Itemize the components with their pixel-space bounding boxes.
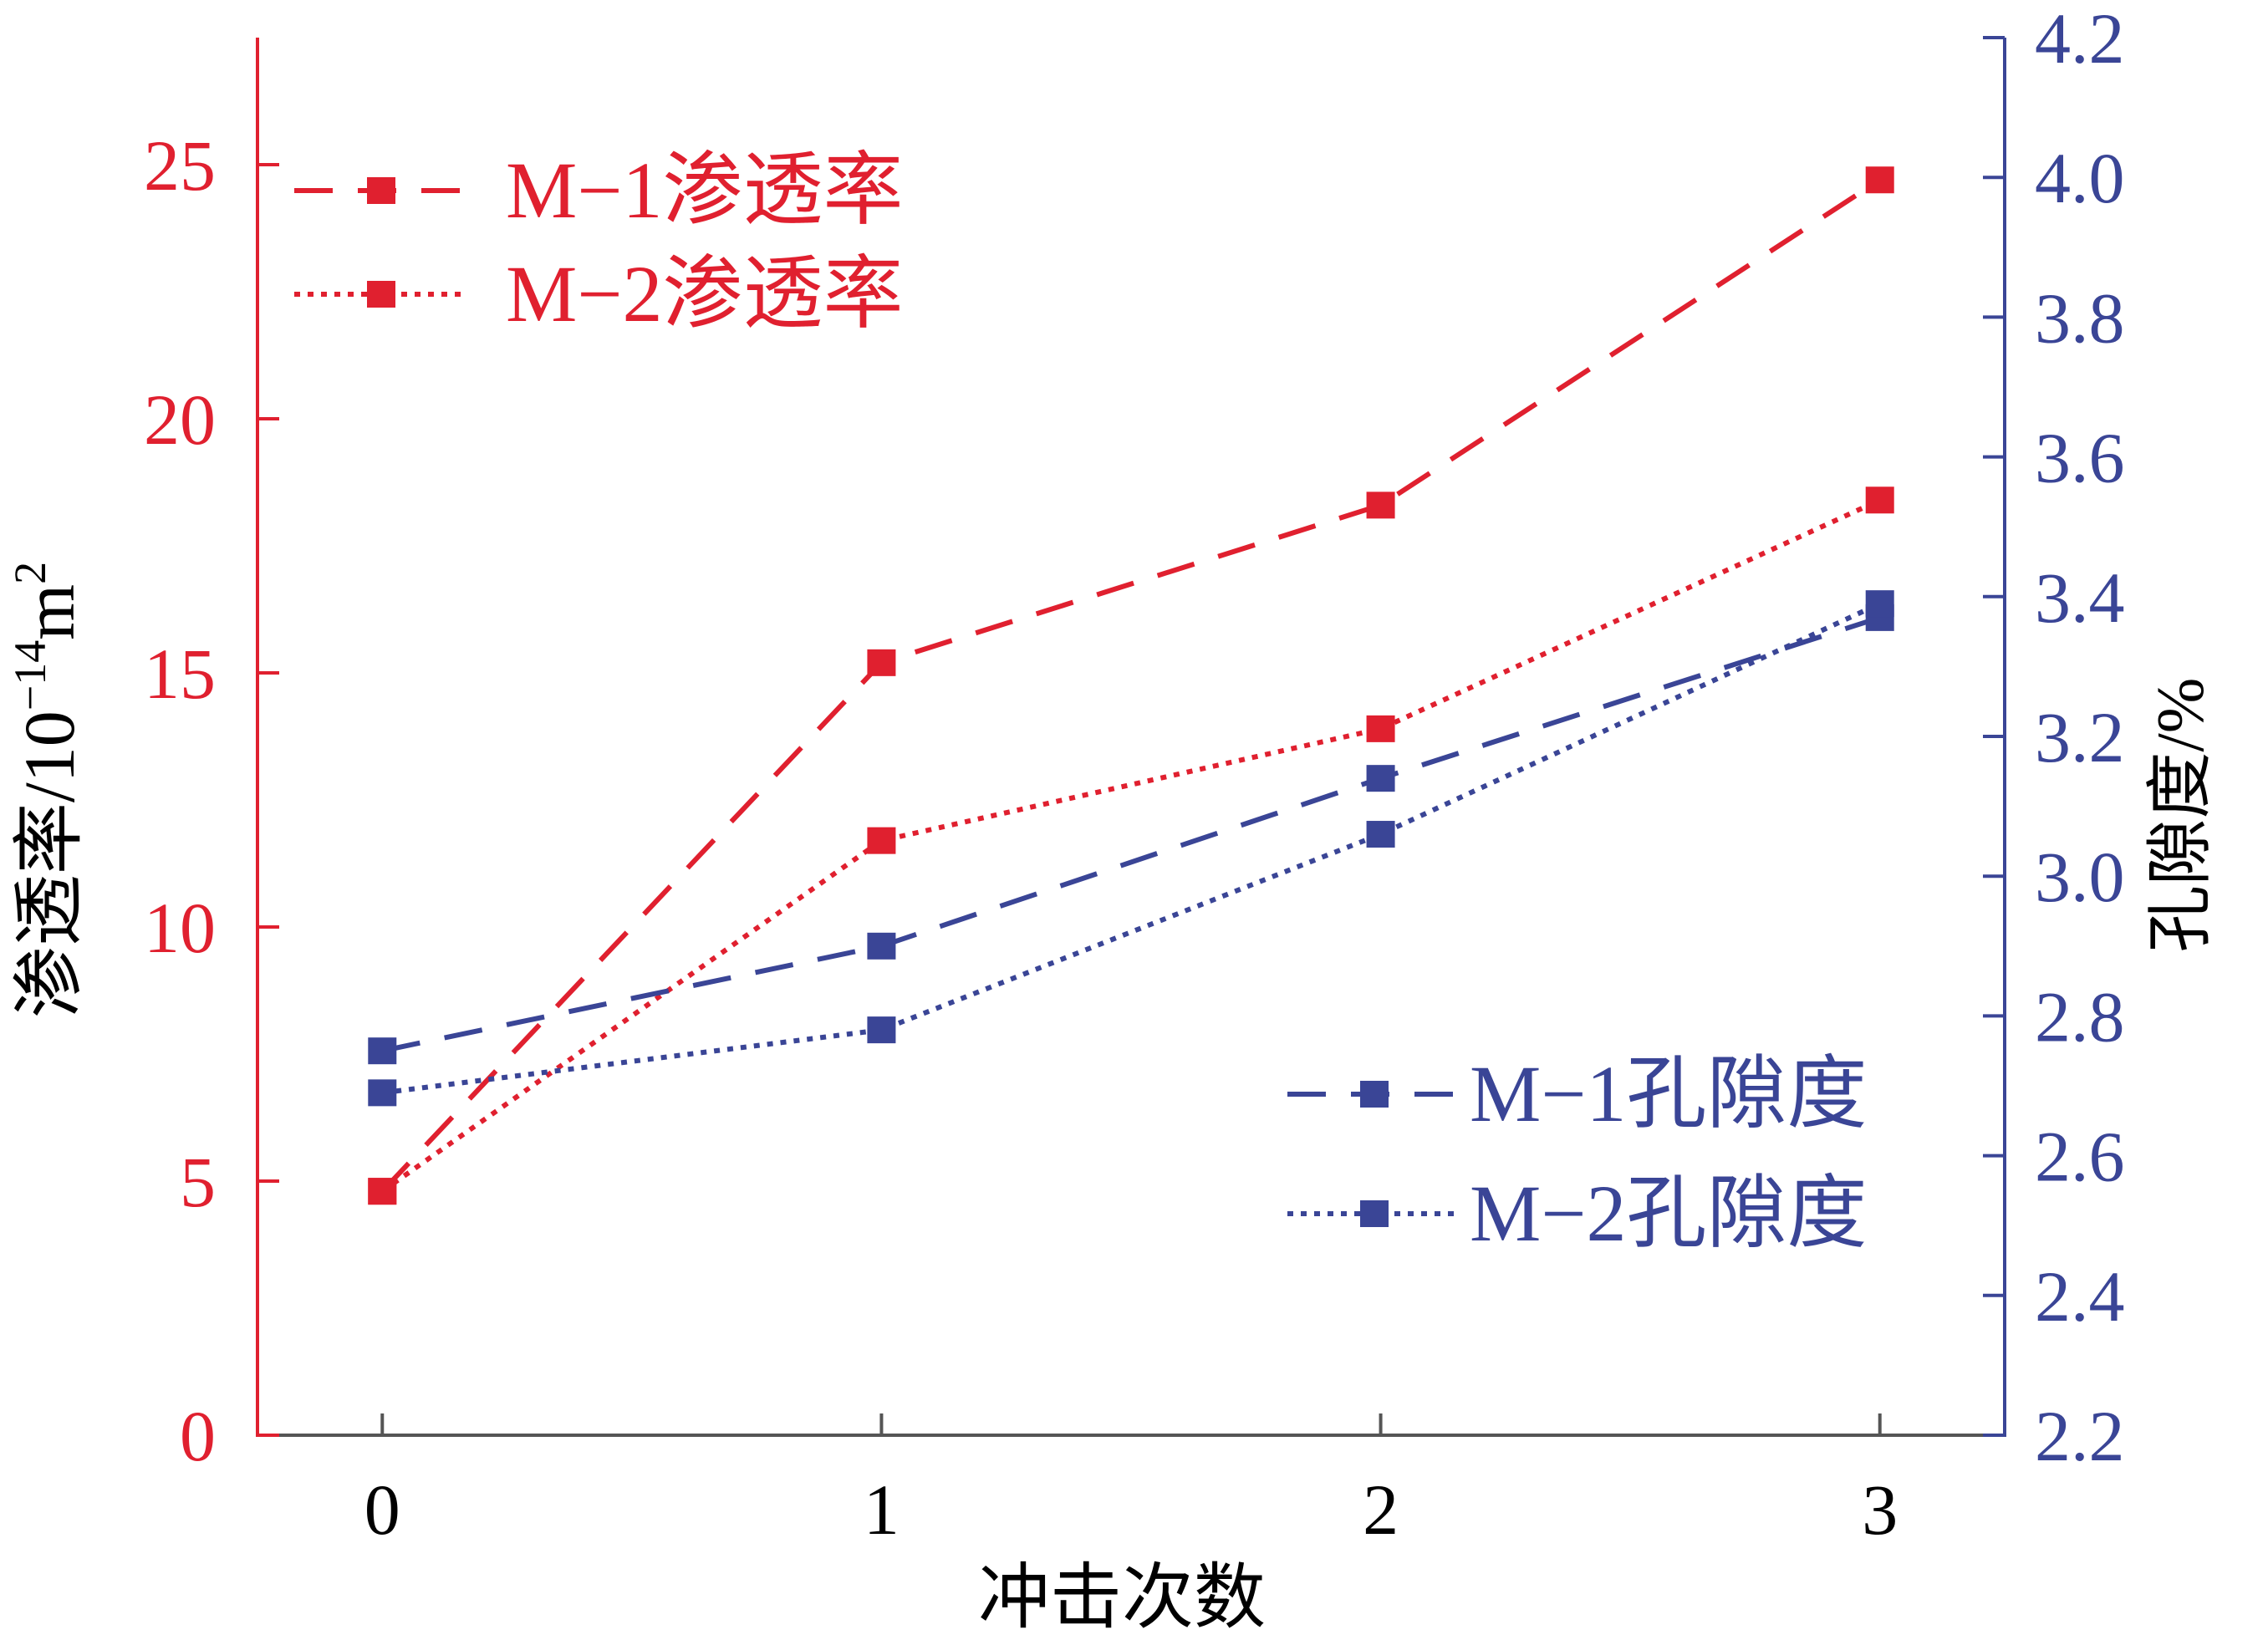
data-point [1366, 491, 1395, 519]
axes: 0 1 2 3 0 5 10 15 20 25 2.2 2.4 2.6 2.8 3.0 3.2 3.4 3.6 3.… [144, 0, 2125, 1550]
x-tick-label: 1 [864, 1469, 900, 1550]
left-y-axis-label-unit-exponent: 2 [5, 562, 55, 584]
left-y-axis-label: 渗透率/10−14m2 [5, 562, 89, 1018]
data-point [1865, 486, 1894, 514]
left-y-tick-label: 20 [144, 379, 216, 460]
legend-marker-4 [1360, 1200, 1389, 1227]
x-tick-label: 3 [1862, 1469, 1898, 1550]
right-y-tick-label: 3.6 [2035, 418, 2125, 498]
axis-labels: 冲击次数 渗透率/10−14m2 孔隙度/% [5, 562, 2218, 1637]
x-tick-label: 0 [364, 1469, 400, 1550]
legend-marker-1 [367, 177, 395, 204]
data-point [867, 649, 896, 676]
right-y-tick-label: 2.4 [2035, 1256, 2125, 1337]
right-y-tick-label: 4.2 [2035, 0, 2125, 79]
right-y-tick-label: 2.6 [2035, 1117, 2125, 1197]
right-y-tick-label: 3.2 [2035, 697, 2125, 777]
right-y-tick-label: 4.0 [2035, 138, 2125, 218]
series-line-4 [381, 601, 1881, 1096]
left-y-tick-label: 15 [144, 634, 216, 714]
right-y-tick-label: 2.2 [2035, 1396, 2125, 1476]
legend-marker-3 [1360, 1081, 1389, 1108]
x-tick-label: 2 [1363, 1469, 1399, 1550]
left-y-tick-label: 5 [180, 1142, 216, 1222]
legend-label-3: M−1孔隙度 [1470, 1049, 1868, 1138]
data-point [368, 1037, 397, 1065]
series-layer [368, 166, 1894, 1205]
right-y-tick-label: 3.8 [2035, 278, 2125, 358]
data-point [1366, 765, 1395, 792]
left-y-axis-label-unit: m [9, 584, 89, 640]
left-y-axis-label-main: 渗透率/10 [9, 710, 89, 1018]
data-point [1865, 166, 1894, 194]
series-line-3 [381, 615, 1881, 1054]
data-point [1366, 715, 1395, 742]
left-y-tick-label: 0 [180, 1396, 216, 1476]
legend-label-1: M−1渗透率 [506, 145, 904, 235]
series-line-1 [380, 177, 1882, 1194]
data-point [368, 1079, 397, 1107]
series-line-2 [380, 497, 1881, 1194]
data-point [368, 1178, 397, 1205]
data-point [867, 932, 896, 960]
data-point [867, 1016, 896, 1044]
right-y-tick-label: 3.0 [2035, 837, 2125, 917]
legend-label-4: M−2孔隙度 [1470, 1169, 1868, 1258]
x-axis-label: 冲击次数 [978, 1557, 1266, 1637]
left-y-tick-label: 25 [144, 125, 216, 206]
legend: M−1渗透率 M−2渗透率 M−1孔隙度 M−2孔隙度 [294, 145, 1868, 1258]
data-point [867, 827, 896, 854]
legend-marker-2 [367, 281, 395, 308]
legend-label-2: M−2渗透率 [506, 249, 904, 339]
left-y-axis-label-exponent: −14 [5, 640, 55, 710]
right-y-axis-label: 孔隙度/% [2144, 678, 2218, 953]
right-y-tick-label: 3.4 [2035, 558, 2125, 638]
left-y-tick-label: 10 [144, 888, 216, 968]
data-point [1865, 590, 1894, 618]
data-point [1366, 821, 1395, 848]
right-y-tick-label: 2.8 [2035, 976, 2125, 1057]
